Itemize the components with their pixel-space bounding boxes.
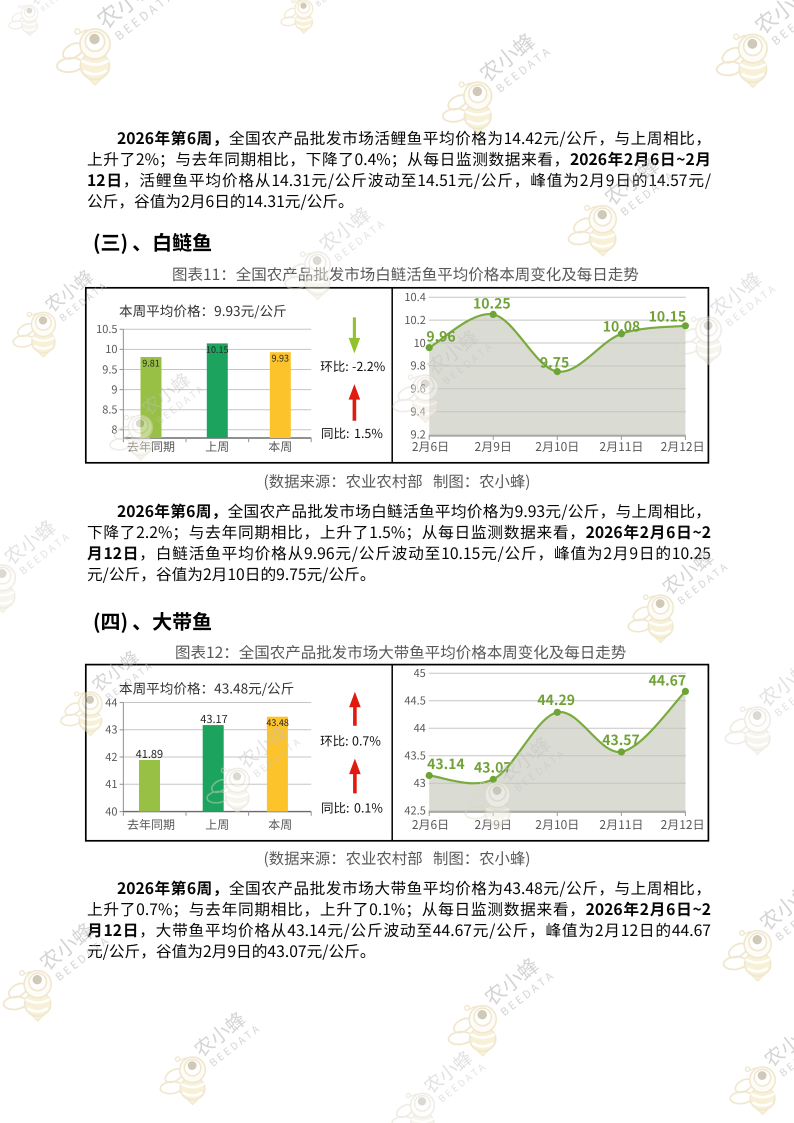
svg-text:9.81: 9.81 — [142, 357, 160, 370]
svg-text:BEEDATA: BEEDATA — [38, 0, 76, 13]
svg-text:43: 43 — [414, 775, 426, 791]
svg-text:9: 9 — [111, 381, 117, 397]
svg-text:同比:: 同比: — [321, 797, 349, 816]
svg-text:10.2: 10.2 — [404, 312, 425, 328]
svg-text:44.29: 44.29 — [537, 690, 575, 710]
svg-text:43: 43 — [105, 722, 117, 738]
svg-text:10.4: 10.4 — [404, 289, 425, 305]
svg-text:2月12日: 2月12日 — [661, 816, 705, 833]
svg-text:44: 44 — [105, 694, 117, 710]
svg-text:同比:: 同比: — [321, 423, 349, 442]
svg-text:40: 40 — [105, 803, 117, 819]
svg-text:2月12日: 2月12日 — [661, 438, 705, 455]
svg-text:去年同期: 去年同期 — [127, 816, 175, 833]
svg-text:2月11日: 2月11日 — [599, 438, 643, 455]
svg-text:9.93: 9.93 — [272, 352, 290, 365]
svg-text:BEEDATA: BEEDATA — [314, 0, 355, 9]
svg-text:9.75: 9.75 — [540, 352, 569, 372]
svg-text:-2.2%: -2.2% — [352, 356, 386, 375]
svg-text:44: 44 — [414, 720, 426, 736]
svg-text:9.5: 9.5 — [102, 361, 117, 377]
svg-text:8: 8 — [111, 422, 117, 438]
svg-text:9.96: 9.96 — [426, 327, 455, 347]
svg-text:本周: 本周 — [268, 816, 292, 833]
svg-text:43.07: 43.07 — [474, 757, 512, 777]
svg-text:41: 41 — [105, 776, 117, 792]
svg-text:2月10日: 2月10日 — [535, 816, 579, 833]
svg-text:上周: 上周 — [205, 816, 229, 833]
svg-text:10: 10 — [105, 341, 117, 357]
svg-text:10.5: 10.5 — [96, 321, 117, 337]
svg-text:9.8: 9.8 — [411, 358, 426, 374]
svg-text:44.5: 44.5 — [404, 693, 425, 709]
svg-text:43.48: 43.48 — [266, 716, 288, 729]
svg-text:10.08: 10.08 — [603, 317, 641, 337]
svg-text:2月6日: 2月6日 — [412, 816, 449, 833]
svg-text:1.5%: 1.5% — [354, 423, 383, 442]
svg-text:10.15: 10.15 — [649, 307, 687, 327]
svg-text:本周平均价格：9.93元/公斤: 本周平均价格：9.93元/公斤 — [119, 300, 287, 320]
svg-text:43.5: 43.5 — [404, 748, 425, 764]
svg-text:2月11日: 2月11日 — [599, 816, 643, 833]
svg-text:10: 10 — [414, 335, 426, 351]
svg-text:8.5: 8.5 — [102, 402, 117, 418]
svg-text:42: 42 — [105, 749, 117, 765]
svg-text:41.89: 41.89 — [136, 746, 163, 762]
svg-text:本周平均价格：43.48元/公斤: 本周平均价格：43.48元/公斤 — [119, 678, 294, 698]
svg-text:9.2: 9.2 — [411, 426, 426, 442]
svg-text:0.7%: 0.7% — [352, 731, 381, 750]
svg-text:43.14: 43.14 — [427, 754, 465, 774]
svg-text:43.57: 43.57 — [602, 730, 640, 750]
svg-text:10.15: 10.15 — [206, 343, 228, 356]
svg-text:44.67: 44.67 — [649, 670, 687, 690]
svg-text:上周: 上周 — [205, 438, 229, 455]
svg-text:45: 45 — [414, 665, 426, 681]
svg-text:2月6日: 2月6日 — [412, 438, 449, 455]
svg-text:42.5: 42.5 — [404, 803, 425, 819]
svg-text:环比:: 环比: — [320, 356, 348, 375]
svg-text:2月9日: 2月9日 — [475, 438, 512, 455]
svg-text:环比:: 环比: — [320, 731, 348, 750]
svg-text:0.1%: 0.1% — [354, 797, 383, 816]
svg-text:本周: 本周 — [268, 438, 292, 455]
svg-text:2月10日: 2月10日 — [535, 438, 579, 455]
svg-text:43.17: 43.17 — [200, 711, 227, 727]
svg-text:10.25: 10.25 — [473, 294, 511, 314]
